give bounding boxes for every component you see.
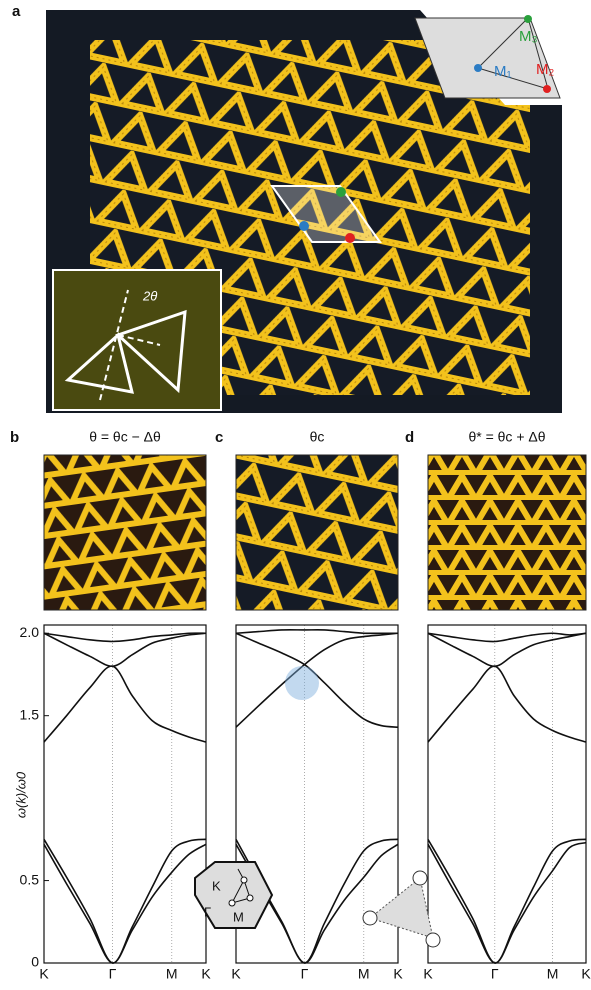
x-tick-label: K	[39, 966, 49, 982]
band-line	[44, 666, 206, 742]
point-m3	[336, 187, 346, 197]
x-tick-label: K	[393, 966, 403, 982]
band-line	[428, 839, 586, 963]
x-tick-label: M	[358, 966, 370, 982]
chart-title: θ* = θc + Δθ	[468, 429, 545, 445]
y-tick-label: 1.5	[20, 706, 40, 722]
inset-m1	[474, 64, 482, 72]
inset-m2	[543, 85, 551, 93]
y-tick-label: 0.5	[20, 871, 40, 887]
label-m1: M₁	[494, 63, 512, 80]
band-line	[44, 633, 206, 641]
band-line	[44, 839, 206, 963]
dirac-highlight	[285, 666, 319, 700]
plot-frame	[428, 625, 586, 963]
x-tick-label: K	[581, 966, 591, 982]
band-line	[428, 666, 586, 742]
plot-frame	[44, 625, 206, 963]
panel-label: a	[12, 3, 21, 20]
label-m2: M₂	[536, 61, 554, 78]
x-tick-label: Γ	[491, 966, 499, 982]
angle-label: 2θ	[142, 288, 157, 303]
band-line	[44, 633, 206, 666]
page: M₁ M₂ M₃ 2θ a b c d θ = θc − ΔθKΓMK00.51…	[0, 0, 591, 985]
x-tick-label: Γ	[109, 966, 117, 982]
x-tick-label: K	[423, 966, 433, 982]
inset-m3	[524, 15, 532, 23]
panel-label: c	[215, 429, 223, 446]
bz-gamma: Γ	[204, 904, 211, 919]
band-line	[428, 633, 586, 666]
panel-label: b	[10, 429, 19, 446]
photo-c	[236, 455, 398, 610]
photo-d	[428, 455, 586, 610]
x-tick-label: M	[166, 966, 178, 982]
bz-k: K	[212, 878, 221, 893]
x-tick-label: M	[547, 966, 559, 982]
photo-b	[44, 455, 206, 610]
y-tick-label: 2.0	[20, 624, 40, 640]
label-m3: M₃	[519, 28, 538, 45]
figure: M₁ M₂ M₃ 2θ a b c d θ = θc − ΔθKΓMK00.51…	[0, 0, 591, 985]
chart-title: θc	[310, 429, 325, 445]
x-tick-label: K	[231, 966, 241, 982]
chart-title: θ = θc − Δθ	[89, 429, 161, 445]
point-m1	[299, 221, 309, 231]
panel-label: d	[405, 429, 414, 446]
x-tick-label: Γ	[301, 966, 309, 982]
inset-zoom	[53, 270, 221, 410]
y-axis-label: ω(k)/ω0	[13, 771, 28, 818]
band-line	[236, 630, 398, 634]
x-tick-label: K	[201, 966, 211, 982]
point-m2	[345, 233, 355, 243]
bz-m: M	[233, 909, 244, 924]
spring-triangle	[370, 878, 433, 938]
y-tick-label: 0	[31, 954, 39, 970]
